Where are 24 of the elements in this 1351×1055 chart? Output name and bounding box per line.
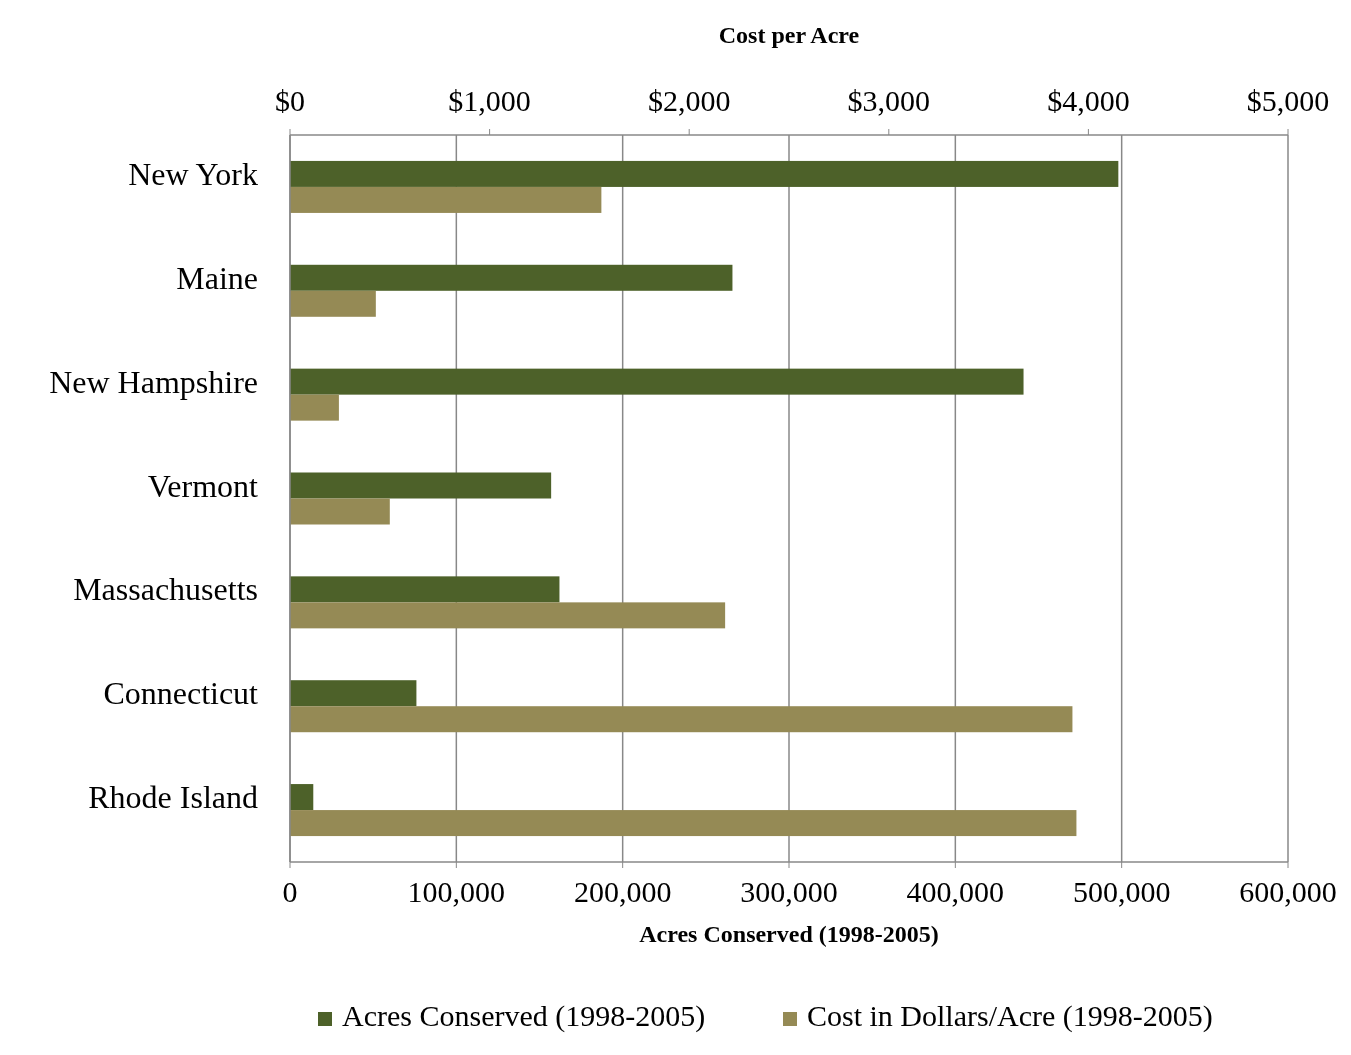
y-tick-label: Maine xyxy=(176,259,258,296)
legend-label: Cost in Dollars/Acre (1998-2005) xyxy=(807,999,1213,1033)
x-tick-label: 100,000 xyxy=(407,875,506,908)
x2-tick-label: $1,000 xyxy=(448,84,531,117)
x2-tick-label: $2,000 xyxy=(647,84,731,117)
y-tick-label: Connecticut xyxy=(103,675,259,712)
y-tick-label: Vermont xyxy=(147,467,259,504)
x-tick-label: 200,000 xyxy=(573,875,672,908)
x2-tick-label: $5,000 xyxy=(1246,84,1330,117)
x2-tick-label: $3,000 xyxy=(847,84,931,117)
x-tick-label: 500,000 xyxy=(1072,875,1171,908)
y-tick-label: New Hampshire xyxy=(49,363,258,400)
y-tick-label: New York xyxy=(128,155,258,192)
y-tick-label: Massachusetts xyxy=(73,571,258,608)
x-axis-title: Acres Conserved (1998-2005) xyxy=(639,921,939,947)
x2-tick-label: $0 xyxy=(275,84,305,117)
x-tick-label: 300,000 xyxy=(740,875,838,908)
x2-tick-label: $4,000 xyxy=(1047,84,1130,117)
y-tick-label: Rhode Island xyxy=(88,779,258,816)
x2-axis-title: Cost per Acre xyxy=(718,22,860,48)
x-tick-label: 400,000 xyxy=(906,875,1005,908)
x-tick-label: 0 xyxy=(282,875,298,908)
legend-label: Acres Conserved (1998-2005) xyxy=(342,999,706,1033)
x-tick-label: 600,000 xyxy=(1239,875,1337,908)
